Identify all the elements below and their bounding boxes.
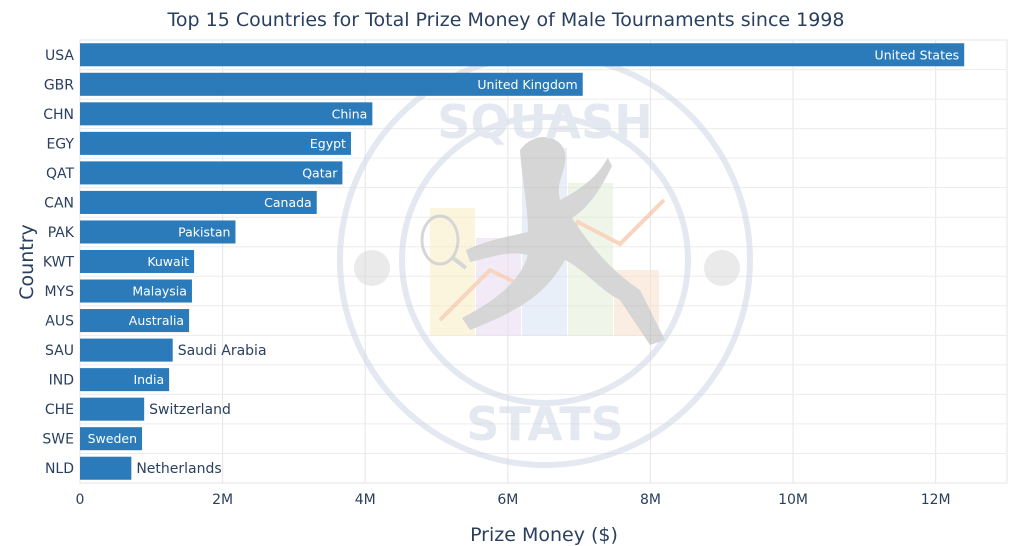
bar-kwt [80, 249, 195, 274]
bar-label: Switzerland [149, 402, 231, 418]
bar-label: United States [875, 47, 960, 62]
y-tick-label: IND [49, 373, 74, 389]
y-tick-label: MYS [44, 284, 74, 300]
y-tick-label: PAK [48, 225, 75, 241]
bar-label: Egypt [310, 136, 346, 151]
chart-title: Top 15 Countries for Total Prize Money o… [167, 9, 845, 31]
y-tick-label: CAN [44, 195, 74, 211]
bar-label: Canada [264, 195, 312, 210]
bar-label: Qatar [302, 165, 338, 180]
bar-usa [80, 43, 965, 67]
y-tick-label: AUS [45, 314, 74, 330]
bar-label: Australia [129, 313, 184, 328]
x-tick-label: 8M [640, 492, 661, 508]
x-tick-label: 0 [76, 492, 85, 508]
bar-label: Saudi Arabia [178, 343, 267, 359]
bar-label: Malaysia [132, 284, 187, 299]
y-tick-label: GBR [44, 77, 74, 93]
bar-mys [80, 279, 192, 303]
x-tick-label: 2M [212, 492, 233, 508]
squash-stats-watermark: SQUASH STATS [337, 52, 753, 468]
y-tick-label: USA [45, 48, 74, 64]
bar-qat [80, 161, 343, 185]
bar-label: Netherlands [136, 461, 221, 477]
bar-label: Pakistan [178, 224, 230, 239]
bar-label: United Kingdom [477, 77, 577, 92]
watermark-top-text: SQUASH [437, 95, 652, 149]
x-tick-label: 4M [355, 492, 376, 508]
y-tick-label: SAU [45, 343, 74, 359]
bar-sau [80, 338, 173, 362]
x-tick-label: 10M [778, 492, 808, 508]
x-tick-label: 12M [921, 492, 951, 508]
y-tick-label: KWT [43, 255, 75, 271]
bar-pak [80, 220, 236, 244]
bar-label: Kuwait [147, 254, 189, 269]
y-tick-label: CHN [43, 107, 74, 123]
bar-chn [80, 102, 373, 126]
bar-che [80, 397, 145, 421]
bar-gbr [80, 72, 583, 96]
x-tick-label: 6M [497, 492, 518, 508]
bar-egy [80, 131, 351, 155]
y-tick-label: CHE [45, 402, 74, 418]
bar-ind [80, 368, 170, 392]
bar-swe [80, 427, 143, 451]
bar-labels: United States United Kingdom China Egypt Qat… [88, 47, 960, 477]
bar-nld [80, 456, 132, 480]
x-axis-title: Prize Money ($) [470, 524, 618, 546]
bar-can [80, 190, 317, 214]
y-tick-label: NLD [45, 461, 74, 477]
x-tick-labels: 0 2M 4M 6M 8M 10M 12M [76, 492, 951, 508]
y-tick-labels: USA GBR CHN EGY QAT CAN PAK KWT MYS AUS SAU IND CHE S… [42, 48, 74, 477]
bar-label: China [332, 106, 368, 121]
y-axis-title: Country [16, 224, 38, 299]
bar-aus [80, 309, 190, 333]
bar-label: Sweden [88, 431, 137, 446]
watermark-bottom-text: STATS [466, 397, 623, 451]
bars [80, 43, 965, 480]
y-tick-label: EGY [46, 136, 74, 152]
bar-label: India [133, 372, 164, 387]
y-tick-label: QAT [46, 166, 75, 182]
y-tick-label: SWE [42, 432, 74, 448]
